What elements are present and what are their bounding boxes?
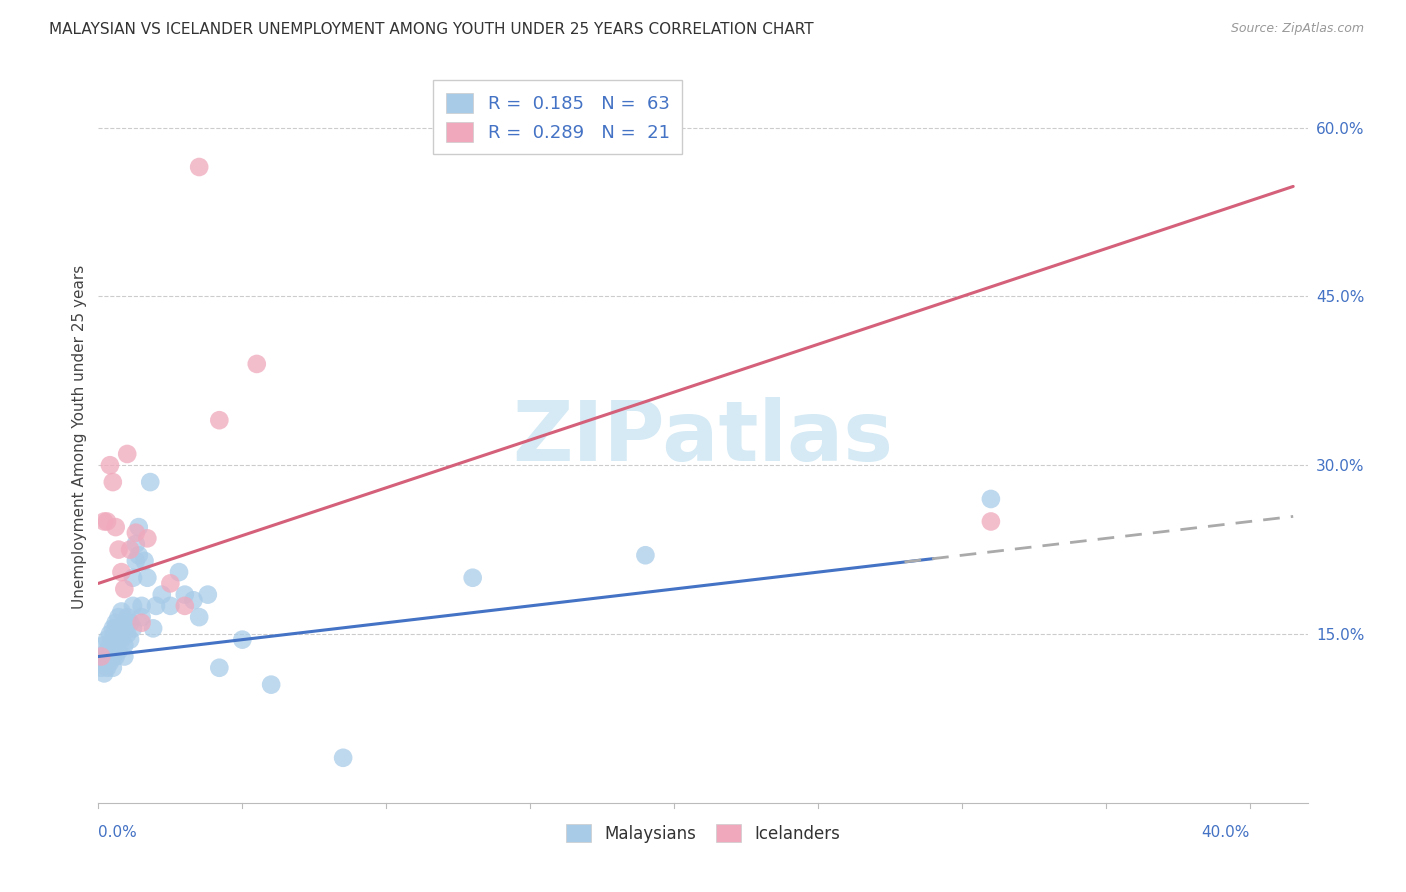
Point bbox=[104, 649, 127, 664]
Point bbox=[208, 661, 231, 675]
Point bbox=[93, 666, 115, 681]
Point bbox=[150, 588, 173, 602]
Point bbox=[131, 615, 153, 630]
Point bbox=[98, 627, 121, 641]
Point bbox=[125, 554, 148, 568]
Point bbox=[101, 621, 124, 635]
Point bbox=[90, 649, 112, 664]
Point bbox=[125, 537, 148, 551]
Point bbox=[104, 621, 127, 635]
Point bbox=[260, 678, 283, 692]
Point bbox=[115, 447, 138, 461]
Point bbox=[131, 599, 153, 613]
Point bbox=[136, 571, 159, 585]
Point bbox=[120, 615, 142, 630]
Point bbox=[104, 638, 127, 652]
Point bbox=[231, 632, 253, 647]
Point bbox=[107, 632, 129, 647]
Point bbox=[110, 565, 132, 579]
Point bbox=[90, 661, 112, 675]
Point bbox=[115, 627, 138, 641]
Point bbox=[107, 644, 129, 658]
Point bbox=[197, 588, 219, 602]
Point bbox=[125, 525, 148, 540]
Point bbox=[188, 610, 211, 624]
Point bbox=[112, 649, 135, 664]
Text: ZIPatlas: ZIPatlas bbox=[513, 397, 893, 477]
Point bbox=[107, 610, 129, 624]
Point bbox=[110, 605, 132, 619]
Point bbox=[139, 475, 162, 489]
Point bbox=[980, 491, 1002, 506]
Point bbox=[246, 357, 269, 371]
Point bbox=[107, 627, 129, 641]
Point bbox=[93, 655, 115, 669]
Point bbox=[90, 649, 112, 664]
Point bbox=[101, 649, 124, 664]
Point bbox=[128, 548, 150, 562]
Point bbox=[134, 554, 156, 568]
Point bbox=[173, 588, 195, 602]
Point bbox=[93, 515, 115, 529]
Point bbox=[96, 632, 118, 647]
Point bbox=[110, 632, 132, 647]
Point bbox=[122, 599, 145, 613]
Text: MALAYSIAN VS ICELANDER UNEMPLOYMENT AMONG YOUTH UNDER 25 YEARS CORRELATION CHART: MALAYSIAN VS ICELANDER UNEMPLOYMENT AMON… bbox=[49, 22, 814, 37]
Point bbox=[159, 599, 181, 613]
Point bbox=[122, 621, 145, 635]
Point bbox=[96, 644, 118, 658]
Point bbox=[98, 458, 121, 473]
Point bbox=[332, 751, 354, 765]
Text: 0.0%: 0.0% bbox=[98, 825, 138, 840]
Point bbox=[107, 542, 129, 557]
Point bbox=[167, 565, 190, 579]
Text: Source: ZipAtlas.com: Source: ZipAtlas.com bbox=[1230, 22, 1364, 36]
Point bbox=[173, 599, 195, 613]
Point bbox=[183, 593, 205, 607]
Point bbox=[112, 638, 135, 652]
Point bbox=[115, 615, 138, 630]
Point bbox=[104, 615, 127, 630]
Point bbox=[112, 621, 135, 635]
Point bbox=[98, 655, 121, 669]
Point bbox=[96, 515, 118, 529]
Point bbox=[980, 515, 1002, 529]
Point bbox=[120, 542, 142, 557]
Point bbox=[145, 599, 167, 613]
Point bbox=[104, 520, 127, 534]
Point bbox=[136, 532, 159, 546]
Point bbox=[93, 638, 115, 652]
Text: 40.0%: 40.0% bbox=[1202, 825, 1250, 840]
Legend: Malaysians, Icelanders: Malaysians, Icelanders bbox=[560, 817, 846, 849]
Y-axis label: Unemployment Among Youth under 25 years: Unemployment Among Youth under 25 years bbox=[72, 265, 87, 609]
Point bbox=[98, 638, 121, 652]
Point bbox=[101, 661, 124, 675]
Point bbox=[634, 548, 657, 562]
Point bbox=[159, 576, 181, 591]
Point bbox=[110, 621, 132, 635]
Point bbox=[128, 520, 150, 534]
Point bbox=[96, 649, 118, 664]
Point bbox=[115, 610, 138, 624]
Point bbox=[120, 632, 142, 647]
Point bbox=[101, 475, 124, 489]
Point bbox=[122, 571, 145, 585]
Point bbox=[461, 571, 484, 585]
Point bbox=[208, 413, 231, 427]
Point bbox=[188, 160, 211, 174]
Point bbox=[101, 632, 124, 647]
Point bbox=[131, 610, 153, 624]
Point bbox=[142, 621, 165, 635]
Point bbox=[112, 582, 135, 596]
Point bbox=[96, 661, 118, 675]
